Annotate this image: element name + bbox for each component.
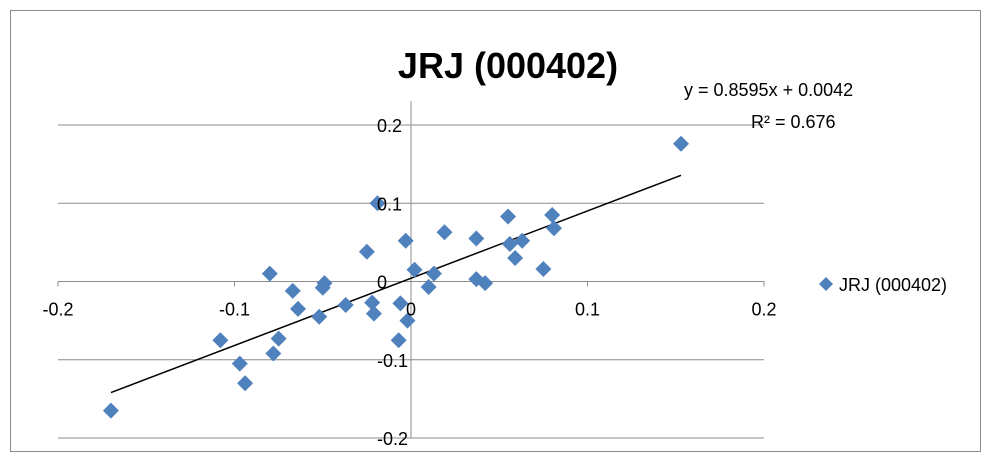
data-point xyxy=(501,235,518,252)
y-tick-label: -0.1 xyxy=(377,351,408,371)
data-point xyxy=(507,250,524,267)
trendline-r-squared: R² = 0.676 xyxy=(751,112,836,132)
legend-label: JRJ (000402) xyxy=(839,275,947,295)
y-tick-label: 0.1 xyxy=(377,194,402,214)
trendline-group xyxy=(110,174,682,394)
data-point xyxy=(261,265,278,282)
data-point xyxy=(284,282,301,299)
chart-title: JRJ (000402) xyxy=(398,45,618,86)
x-tick-label: 0.2 xyxy=(751,300,776,320)
data-point xyxy=(392,295,409,312)
data-point xyxy=(468,230,485,247)
x-tick-label: 0 xyxy=(406,300,416,320)
data-point xyxy=(290,300,307,317)
data-point xyxy=(436,224,453,241)
data-point xyxy=(270,330,287,347)
data-point xyxy=(102,402,119,419)
data-point xyxy=(425,265,442,282)
data-point xyxy=(212,332,229,349)
x-tick-label: -0.2 xyxy=(42,300,73,320)
data-point xyxy=(365,305,382,322)
data-point xyxy=(337,296,354,313)
data-point xyxy=(364,294,381,311)
data-point xyxy=(420,278,437,295)
tick-labels: 0.2 0.1 0 -0.1 -0.2 -0.2 -0.1 0 0.1 0.2 xyxy=(42,116,776,449)
data-points xyxy=(102,135,690,419)
x-tick-label: 0.1 xyxy=(575,300,600,320)
y-tick-label: 0 xyxy=(377,273,387,293)
trendline xyxy=(110,174,682,394)
data-point xyxy=(265,345,282,362)
data-point xyxy=(544,206,561,223)
x-tick-label: -0.1 xyxy=(219,300,250,320)
data-point xyxy=(311,308,328,325)
legend: JRJ (000402) xyxy=(819,275,947,295)
chart-frame xyxy=(10,10,981,452)
trendline-equation: y = 0.8595x + 0.0042 xyxy=(684,80,853,100)
data-point xyxy=(231,355,248,372)
data-point xyxy=(477,275,494,292)
data-point xyxy=(514,232,531,249)
data-point xyxy=(500,208,517,225)
data-point xyxy=(397,232,414,249)
data-point xyxy=(545,220,562,237)
data-point xyxy=(358,243,375,260)
data-point xyxy=(399,312,416,329)
data-point xyxy=(673,135,690,152)
data-point xyxy=(535,260,552,277)
data-point xyxy=(390,332,407,349)
data-point xyxy=(237,375,254,392)
data-point xyxy=(316,275,333,292)
data-point xyxy=(406,261,423,278)
y-tick-label: -0.2 xyxy=(377,429,408,449)
legend-marker xyxy=(819,277,833,291)
y-tick-label: 0.2 xyxy=(377,116,402,136)
data-point xyxy=(369,195,386,212)
